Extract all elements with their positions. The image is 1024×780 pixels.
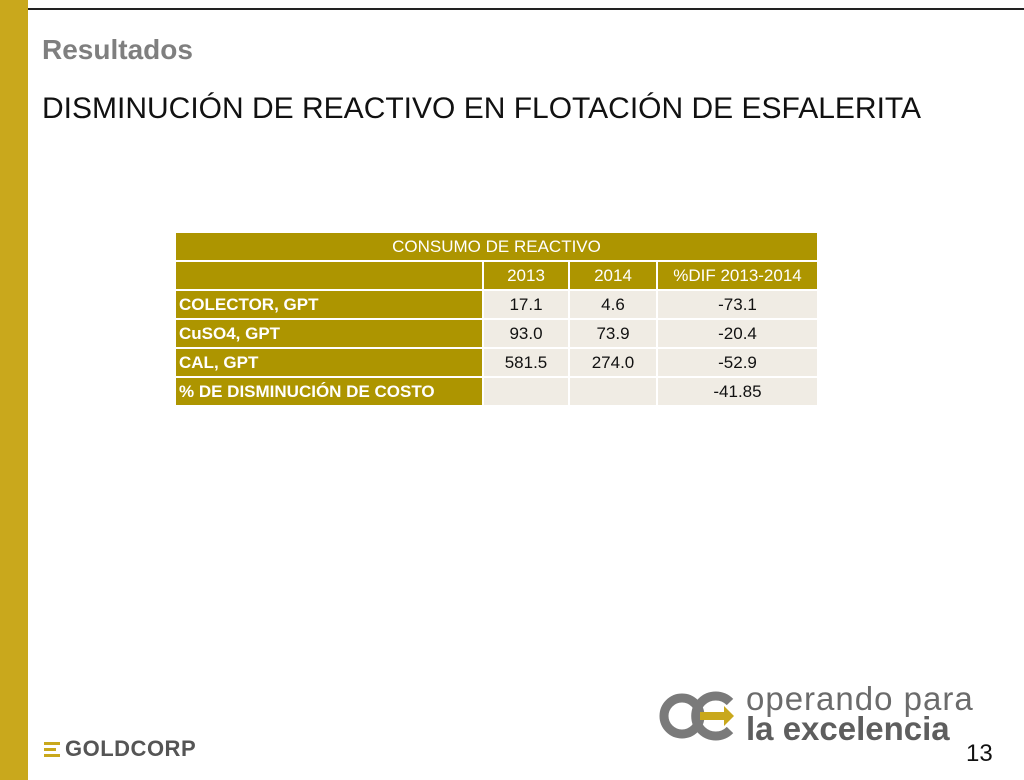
reagent-consumption-table: CONSUMO DE REACTIVO 2013 2014 %DIF 2013-… bbox=[174, 231, 819, 407]
goldcorp-wordmark: GOLDCORP bbox=[65, 736, 197, 761]
cell-2013: 581.5 bbox=[482, 347, 570, 378]
tagline-line-1: operando para bbox=[746, 680, 974, 717]
cell-2014: 4.6 bbox=[568, 289, 658, 320]
table-row: CAL, GPT 581.5 274.0 -52.9 bbox=[174, 347, 819, 378]
row-label: CAL, GPT bbox=[174, 347, 484, 378]
goldcorp-logo: GOLDCORP bbox=[44, 736, 196, 762]
cell-dif: -41.85 bbox=[656, 376, 819, 407]
header-cell-dif: %DIF 2013-2014 bbox=[656, 260, 819, 291]
cell-2013: 17.1 bbox=[482, 289, 570, 320]
cell-2013 bbox=[482, 376, 570, 407]
row-label: CuSO4, GPT bbox=[174, 318, 484, 349]
cell-dif: -52.9 bbox=[656, 347, 819, 378]
goldcorp-stripes-icon bbox=[44, 741, 60, 757]
table-caption-row: CONSUMO DE REACTIVO bbox=[174, 231, 819, 262]
cell-dif: -20.4 bbox=[656, 318, 819, 349]
oe-excellence-logo-icon bbox=[659, 691, 734, 741]
page-number: 13 bbox=[966, 740, 993, 767]
table-row: COLECTOR, GPT 17.1 4.6 -73.1 bbox=[174, 289, 819, 320]
left-accent-bar bbox=[0, 0, 28, 780]
header-cell-2014: 2014 bbox=[568, 260, 658, 291]
section-title: Resultados bbox=[42, 34, 193, 65]
cell-2014 bbox=[568, 376, 658, 407]
table-row: % DE DISMINUCIÓN DE COSTO -41.85 bbox=[174, 376, 819, 407]
cell-2013: 93.0 bbox=[482, 318, 570, 349]
cell-2014: 73.9 bbox=[568, 318, 658, 349]
row-label: % DE DISMINUCIÓN DE COSTO bbox=[174, 376, 484, 407]
table-header-row: 2013 2014 %DIF 2013-2014 bbox=[174, 260, 819, 291]
top-divider-line bbox=[28, 8, 1024, 10]
table-row: CuSO4, GPT 93.0 73.9 -20.4 bbox=[174, 318, 819, 349]
slide-title: DISMINUCIÓN DE REACTIVO EN FLOTACIÓN DE … bbox=[42, 92, 922, 125]
tagline-line-2: la excelencia bbox=[746, 710, 950, 747]
header-cell-2013: 2013 bbox=[482, 260, 570, 291]
cell-2014: 274.0 bbox=[568, 347, 658, 378]
header-cell-label bbox=[174, 260, 484, 291]
cell-dif: -73.1 bbox=[656, 289, 819, 320]
row-label: COLECTOR, GPT bbox=[174, 289, 484, 320]
table-caption: CONSUMO DE REACTIVO bbox=[174, 231, 819, 262]
